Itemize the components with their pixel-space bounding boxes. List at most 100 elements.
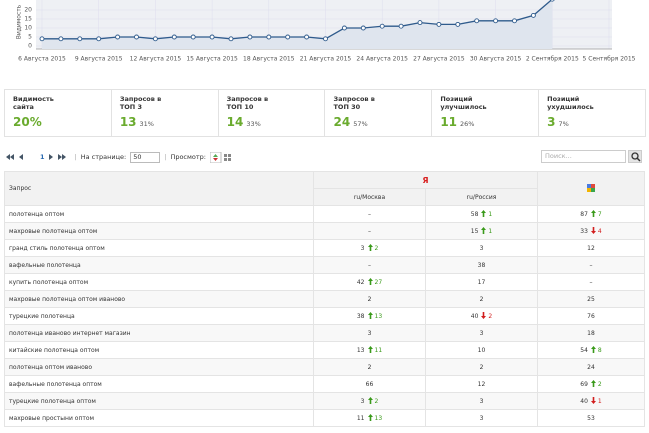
pager-arrows[interactable]: [6, 153, 36, 161]
data-point: [360, 25, 366, 31]
position-cell: 13 11: [313, 341, 426, 359]
table-row: купить полотенца оптом 42 27 17 –: [4, 273, 645, 291]
position: –: [589, 261, 593, 269]
data-point: [209, 34, 215, 40]
data-point: [455, 21, 461, 27]
arrow-shape: [481, 227, 487, 234]
data-point: [530, 12, 536, 18]
line-series: [42, 0, 553, 40]
table-row: турецкие полотенца 38 13 40 2 76: [4, 307, 645, 325]
x-tick-label: 5 Сентября 2015: [583, 56, 636, 63]
position-cell: 24: [537, 358, 645, 376]
position-change: 2: [374, 245, 379, 252]
trend-arrow: [481, 227, 487, 234]
yandex-header: Я: [313, 171, 538, 189]
position-cell: 17: [425, 273, 538, 291]
stat-label: ТОП 3: [119, 103, 143, 111]
position: 2: [367, 295, 372, 303]
query-cell: полотенца оптом иваново: [4, 358, 314, 376]
query-cell: полотенца иваново интернет магазин: [4, 324, 314, 342]
table-row: гранд стиль полотенца оптом 3 2 3 12: [4, 239, 645, 257]
table-row: махровые простыни оптом 11 13 3 53: [4, 409, 645, 427]
position: 53: [587, 414, 595, 422]
data-point: [96, 36, 102, 42]
position: 3: [360, 398, 365, 405]
position-change: 1: [488, 228, 493, 235]
view-label: Просмотр:: [170, 153, 206, 161]
query-cell: гранд стиль полотенца оптом: [4, 239, 314, 257]
per-page-select[interactable]: 50: [130, 151, 161, 163]
data-point: [134, 34, 139, 40]
x-tick-label: 9 Августа 2015: [75, 56, 123, 63]
position-cell: –: [313, 256, 426, 274]
trend-arrow: [481, 210, 487, 217]
position-change: 13: [374, 313, 383, 320]
x-tick-label: 15 Августа 2015: [186, 56, 238, 63]
position-cell: –: [537, 273, 645, 291]
position-cell: 10: [425, 341, 538, 359]
pager-arrows[interactable]: [48, 153, 71, 161]
stat-share: 7%: [558, 120, 569, 128]
position: 69: [580, 381, 588, 388]
chart: Видимость 0 5 10 15 20 6 Августа 2015 9 Август…: [16, 0, 636, 63]
position-cell: –: [313, 222, 426, 240]
position-cell: 2: [313, 358, 426, 376]
arrow-shape: [367, 278, 373, 285]
position: –: [368, 261, 371, 269]
positions-table: Запрос Я ru/Москва ru/Россия полотенца оп…: [4, 171, 645, 427]
arrow-shape: [367, 397, 373, 404]
position-change: 8: [597, 347, 602, 354]
trend-arrow: [367, 346, 373, 353]
stat-label: ТОП 30: [333, 103, 361, 111]
position: –: [368, 227, 371, 235]
position: 25: [587, 295, 595, 303]
trend-arrow: [367, 244, 373, 251]
position: 3: [479, 414, 484, 422]
position-cell: 3: [425, 392, 538, 410]
arrow-shape: [590, 227, 596, 234]
page-number[interactable]: 1: [40, 153, 45, 161]
per-page-label: На странице:: [80, 153, 127, 161]
stat-value: 11 26%: [440, 115, 475, 129]
position: 58: [470, 211, 479, 218]
y-tick-label: 20: [24, 7, 32, 14]
table-row: полотенца оптом – 58 1 87 7: [4, 205, 645, 223]
search-button[interactable]: [628, 150, 642, 163]
position: 42: [356, 279, 365, 286]
arrow-shape: [481, 312, 487, 319]
position-cell: 66: [313, 375, 426, 393]
stat-label: Запросов в: [333, 95, 375, 103]
data-point: [39, 36, 45, 42]
stat-box: Запросов в ТОП 30 24 57%: [325, 90, 433, 136]
position-cell: 38 13: [313, 307, 426, 325]
position: 18: [587, 329, 595, 337]
search-input[interactable]: Поиск...: [541, 150, 626, 163]
stat-box: Запросов в ТОП 3 13 31%: [112, 90, 219, 136]
data-point: [77, 36, 83, 42]
data-point: [417, 20, 423, 26]
position: 10: [477, 346, 486, 354]
x-tick-label: 21 Августа 2015: [300, 56, 352, 63]
stat-box: Запросов в ТОП 10 14 33%: [219, 90, 326, 136]
position-cell: 3: [425, 324, 538, 342]
data-point: [190, 34, 196, 40]
table-row: махровые полотенца оптом иваново 2 2 25: [4, 290, 645, 308]
query-cell: махровые полотенца оптом иваново: [4, 290, 314, 308]
position-cell: 3: [313, 324, 426, 342]
stat-value: 14 33%: [226, 115, 261, 129]
position-cell: 40 1: [537, 392, 645, 410]
query-cell: полотенца оптом: [4, 205, 314, 223]
y-tick-label: 0: [28, 43, 32, 50]
region-header: ru/Россия: [425, 188, 538, 206]
table-row: турецкие полотенца оптом 3 2 3 40 1: [4, 392, 645, 410]
position: 3: [360, 245, 365, 252]
position-cell: –: [537, 256, 645, 274]
data-point: [285, 34, 291, 40]
table-row: китайские полотенца оптом 13 11 10 54 8: [4, 341, 645, 359]
view-icons[interactable]: [209, 151, 236, 163]
stats-panel: Видимость сайта 20% Запросов в ТОП 3 13 31% Зап…: [4, 89, 646, 137]
table-row: полотенца оптом иваново 2 2 24: [4, 358, 645, 376]
data-point: [512, 18, 517, 24]
